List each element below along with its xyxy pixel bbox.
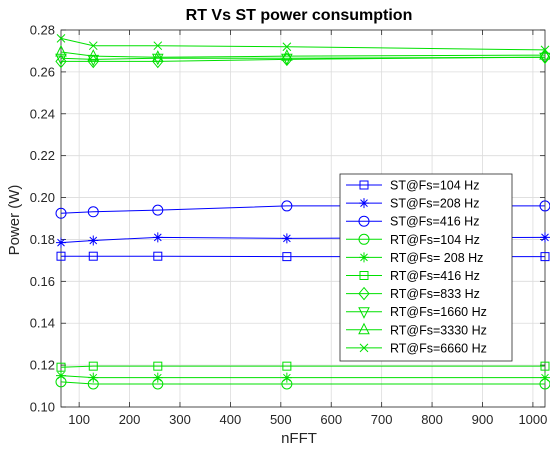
x-tick-label: 300 [169,412,191,427]
chart-title: RT Vs ST power consumption [186,7,413,24]
legend: ST@Fs=104 Hz ST@Fs=208 Hz ST@Fs=416 Hz RT@F… [340,174,512,361]
legend-marker [359,252,369,262]
legend-label: ST@Fs=104 Hz [390,179,479,193]
legend-label: RT@Fs=104 Hz [390,233,480,247]
data-point [153,373,163,383]
legend-label: ST@Fs=416 Hz [390,215,479,229]
y-tick-label: 0.24 [30,106,55,121]
y-tick-label: 0.22 [30,148,55,163]
data-point [282,233,292,243]
legend-label: RT@Fs=833 Hz [390,287,480,301]
data-point [56,371,66,381]
x-tick-label: 500 [270,412,292,427]
data-point [88,373,98,383]
legend-label: RT@Fs=416 Hz [390,269,480,283]
legend-marker [359,198,369,208]
data-point [88,235,98,245]
x-tick-label: 700 [371,412,393,427]
x-tick-label: 1000 [518,412,547,427]
x-tick-label: 900 [472,412,494,427]
legend-label: RT@Fs=6660 Hz [390,341,487,355]
y-tick-label: 0.10 [30,400,55,415]
y-tick-label: 0.28 [30,23,55,38]
x-axis-label: nFFT [281,430,317,447]
x-tick-label: 800 [421,412,443,427]
legend-label: RT@Fs= 208 Hz [390,251,483,265]
y-tick-label: 0.20 [30,190,55,205]
y-tick-label: 0.16 [30,274,55,289]
y-tick-label: 0.26 [30,64,55,79]
x-tick-label: 200 [119,412,141,427]
y-tick-label: 0.14 [30,316,55,331]
data-point [153,232,163,242]
data-point [540,373,550,383]
x-tick-label: 600 [320,412,342,427]
data-point [56,238,66,248]
data-point [282,373,292,383]
y-axis-label: Power (W) [6,185,23,256]
x-tick-label: 100 [68,412,90,427]
legend-label: RT@Fs=3330 Hz [390,323,487,337]
legend-label: RT@Fs=1660 Hz [390,305,487,319]
legend-label: ST@Fs=208 Hz [390,197,479,211]
data-point [540,232,550,242]
y-tick-label: 0.18 [30,232,55,247]
x-tick-label: 400 [220,412,242,427]
y-tick-label: 0.12 [30,358,55,373]
